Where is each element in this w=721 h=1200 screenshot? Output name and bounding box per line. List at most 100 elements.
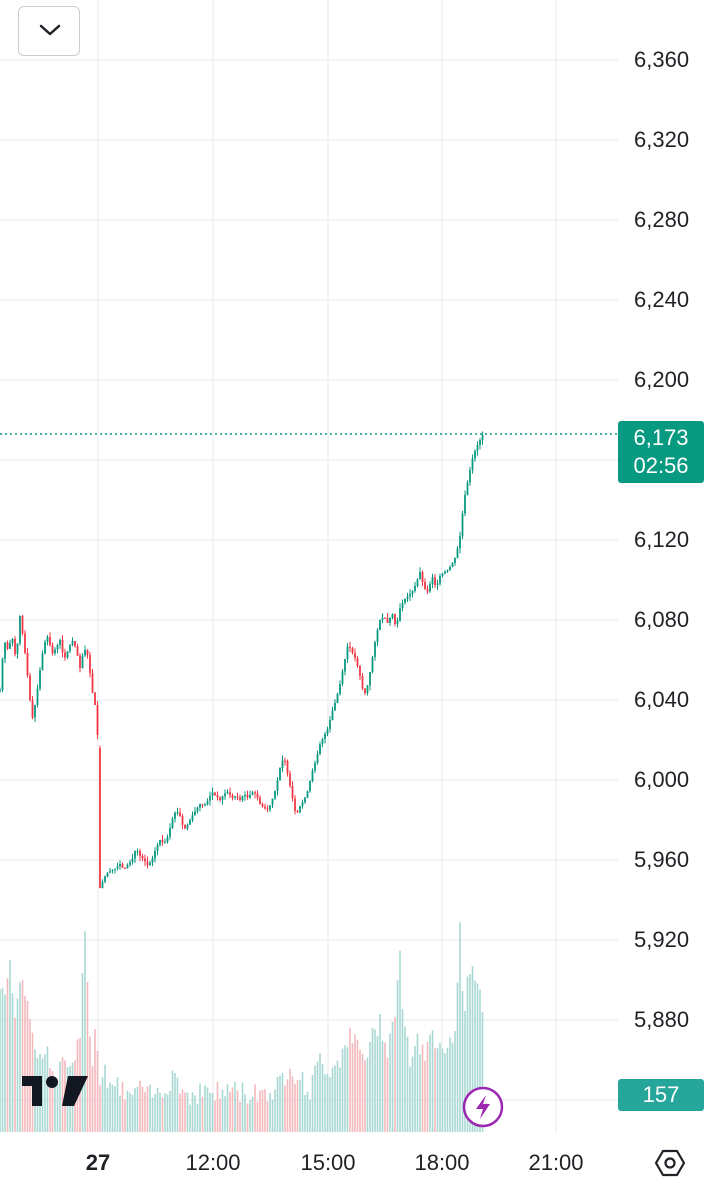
volume-bar (209, 1092, 211, 1132)
candle-body (136, 851, 139, 853)
volume-bar (369, 1042, 371, 1132)
candle-body (406, 596, 409, 599)
candle-body (59, 640, 61, 645)
candle-body (44, 642, 46, 654)
last-price-value: 6,173 (633, 425, 689, 450)
candle-body (266, 808, 269, 810)
price-tick-label: 5,920 (634, 927, 690, 952)
volume-bar (164, 1093, 166, 1132)
candle-body (149, 863, 151, 866)
volume-bar (14, 1017, 16, 1132)
volume-bar (131, 1094, 134, 1132)
time-tick-label: 12:00 (185, 1150, 241, 1175)
volume-bar (354, 1034, 356, 1132)
candle-body (124, 867, 126, 869)
volume-bar (0, 989, 1, 1132)
volume-bar (256, 1101, 259, 1132)
volume-bar (171, 1070, 174, 1132)
candle-body (301, 802, 304, 806)
candle-body (214, 792, 216, 795)
volume-bar (229, 1091, 231, 1132)
volume-bar (386, 1057, 389, 1132)
volume-bar (29, 1018, 31, 1132)
gear-icon[interactable] (654, 1147, 686, 1179)
volume-bar (396, 980, 399, 1132)
candle-body (96, 705, 99, 735)
tradingview-logo[interactable] (22, 1074, 88, 1108)
candle-body (271, 798, 274, 805)
candle-body (326, 729, 329, 734)
volume-bar (231, 1087, 234, 1132)
volume-bar (456, 982, 459, 1132)
volume-bar (259, 1090, 261, 1132)
candle-body (251, 792, 254, 795)
candle-body (224, 793, 226, 797)
candle-body (29, 675, 31, 700)
candle-body (101, 881, 104, 888)
volume-bar (149, 1084, 151, 1132)
volume-bar (466, 976, 469, 1132)
candle-body (209, 796, 211, 801)
candle-body (71, 641, 74, 645)
candle-body (434, 577, 436, 585)
candle-body (194, 811, 196, 816)
volume-bar (381, 1040, 384, 1132)
volume-bar (271, 1099, 274, 1132)
candle-body (11, 639, 14, 643)
volume-bar (159, 1092, 161, 1132)
time-tick-label: 21:00 (528, 1150, 584, 1175)
volume-bar (274, 1089, 276, 1132)
candle-body (414, 586, 416, 591)
volume-bar (109, 1082, 111, 1132)
candle-body (309, 781, 311, 792)
candle-body (111, 869, 114, 871)
volume-bar (196, 1103, 199, 1132)
volume-bar (151, 1097, 154, 1132)
candle-body (429, 584, 431, 592)
volume-bar (124, 1099, 126, 1132)
volume-bar (366, 1057, 369, 1132)
volume-bar (459, 922, 461, 1132)
candle-body (241, 796, 244, 800)
candle-body (51, 645, 54, 654)
candle-body (66, 651, 69, 658)
volume-bar (246, 1103, 249, 1132)
candle-body (79, 655, 81, 668)
candle-body (129, 862, 131, 865)
candle-body (254, 792, 256, 794)
candle-body (446, 570, 449, 572)
volume-bar (454, 1031, 456, 1132)
candle-body (146, 861, 149, 866)
candle-body (134, 851, 136, 859)
volume-bar (394, 1017, 396, 1132)
volume-bar (46, 1046, 49, 1132)
candle-body (104, 876, 106, 882)
collapse-button[interactable] (18, 6, 80, 56)
candle-body (374, 642, 376, 657)
candle-body (121, 864, 124, 868)
volume-bar (439, 1042, 441, 1132)
volume-bar (21, 980, 24, 1132)
volume-bar (176, 1077, 179, 1132)
volume-bar (281, 1072, 284, 1132)
candle-body (174, 812, 176, 819)
volume-bar (251, 1096, 254, 1132)
volume-bar (349, 1027, 351, 1132)
volume-bar (86, 981, 89, 1132)
volume-bar (54, 1081, 56, 1132)
volume-bar (441, 1048, 444, 1132)
volume-bar (19, 982, 21, 1132)
volume-bar (431, 1030, 434, 1132)
candle-body (441, 573, 444, 576)
volume-bar (179, 1093, 181, 1132)
candle-body (456, 548, 459, 558)
volume-bar (174, 1073, 176, 1132)
candle-body (409, 594, 411, 597)
volume-bar (376, 1035, 379, 1132)
candle-body (344, 659, 346, 672)
lightning-icon[interactable] (462, 1086, 504, 1128)
chart-grid (0, 0, 618, 1132)
candle-body (264, 806, 266, 809)
volume-bar (284, 1085, 286, 1132)
